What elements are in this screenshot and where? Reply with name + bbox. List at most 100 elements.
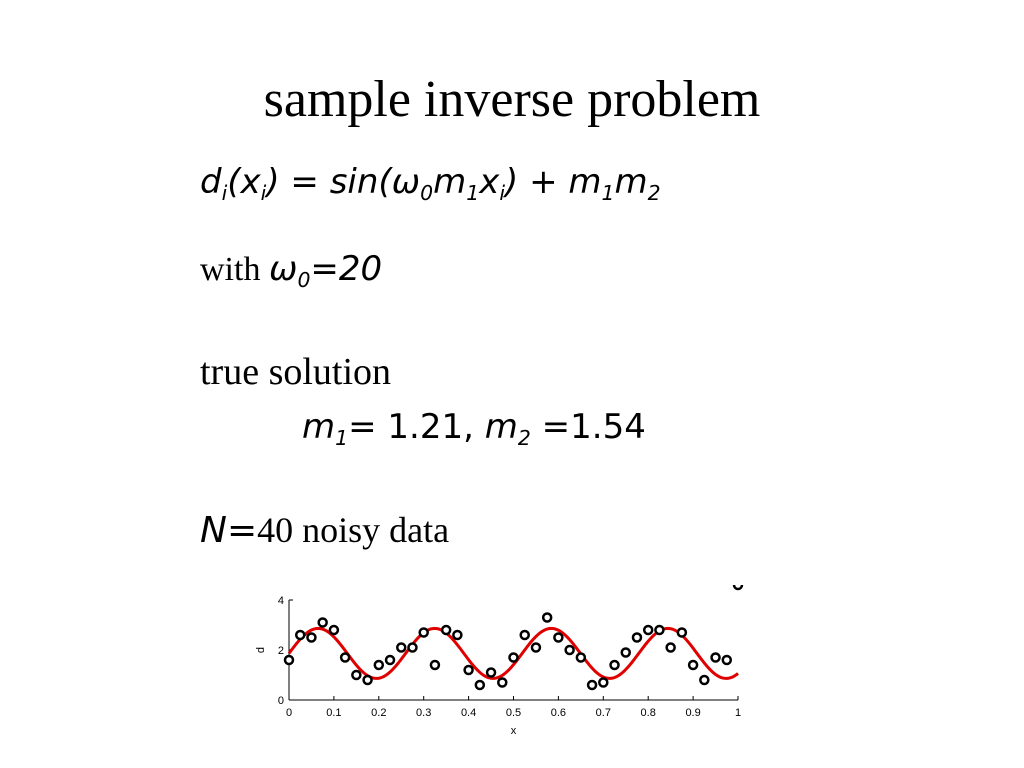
x-tick-label: 0.8 — [641, 707, 656, 719]
data-point — [317, 617, 328, 628]
data-point — [631, 632, 643, 643]
sol-m1-value: 1.21 — [387, 407, 464, 447]
data-point — [654, 624, 665, 636]
data-noisy-label: noisy data — [293, 510, 450, 550]
sol-eq2: = — [530, 407, 571, 447]
eq-sub-i: i — [221, 181, 228, 206]
data-point — [362, 674, 373, 686]
eq-sub-i-2: i — [260, 181, 267, 206]
eq-x: x — [240, 162, 261, 202]
data-point — [553, 632, 564, 643]
eq-open-paren: ( — [227, 162, 241, 202]
data-point — [732, 585, 744, 591]
data-point — [676, 627, 688, 638]
data-point — [339, 652, 351, 663]
data-point — [452, 629, 463, 641]
data-point — [665, 642, 676, 653]
x-tick-label: 0 — [286, 707, 292, 719]
data-point — [474, 679, 486, 691]
plot-points — [283, 585, 744, 691]
x-tick-label: 0.2 — [371, 707, 386, 719]
x-tick-label: 0.4 — [461, 707, 476, 719]
omega-definition: with ω0=20 — [200, 247, 382, 292]
data-eq: = — [226, 510, 258, 551]
data-point — [463, 664, 474, 676]
eq-sin: ) = sin( — [266, 162, 392, 202]
eq-m2: m — [614, 162, 648, 202]
data-point — [721, 654, 733, 666]
sol-eq1: = — [348, 407, 388, 447]
sol-comma: , — [463, 407, 485, 447]
data-point — [418, 627, 429, 638]
x-tick-label: 1 — [735, 707, 741, 719]
data-point — [564, 644, 575, 656]
x-tick-label: 0.9 — [685, 707, 700, 719]
with-value: =20 — [310, 249, 383, 289]
data-point — [294, 629, 306, 641]
x-tick-label: 0.7 — [596, 707, 611, 719]
forward-equation: di(xi) = sin(ω0m1xi) + m1m2 — [200, 160, 661, 205]
sol-m1: m — [302, 407, 336, 447]
data-point — [407, 642, 418, 653]
data-point — [620, 647, 631, 658]
data-plot: 0 0.1 0.2 0.3 0.4 0.5 0.6 0.7 0.8 0.9 1 0 2 4 x d — [255, 585, 744, 737]
sol-sub-1: 1 — [335, 426, 349, 451]
data-count: 40 — [257, 510, 294, 550]
plot-axes: 0 0.1 0.2 0.3 0.4 0.5 0.6 0.7 0.8 0.9 1 0 2 4 x d — [255, 595, 741, 737]
data-point — [508, 652, 519, 663]
data-point — [530, 642, 542, 653]
eq-sub-i-3: i — [499, 181, 506, 206]
data-point — [429, 659, 441, 671]
x-axis-label: x — [511, 725, 517, 737]
sol-m2-value: 1.54 — [570, 407, 646, 447]
eq-d: d — [200, 162, 222, 202]
eq-sub-0: 0 — [420, 181, 434, 206]
data-point — [699, 674, 710, 686]
data-point — [598, 677, 609, 688]
data-point — [384, 654, 396, 666]
sol-m2: m — [484, 407, 518, 447]
data-point — [396, 642, 407, 653]
true-solution-values: m1= 1.21, m2 =1.54 — [302, 405, 646, 450]
data-point — [306, 632, 317, 643]
eq-x-2: x — [479, 162, 500, 202]
y-axis-label: d — [255, 647, 267, 653]
y-tick-label: 2 — [278, 645, 284, 657]
eq-sub-1-2: 1 — [601, 181, 615, 206]
data-point — [575, 652, 587, 663]
data-point — [497, 677, 508, 688]
eq-m1: m — [433, 162, 467, 202]
sol-sub-2: 2 — [517, 426, 531, 451]
x-tick-label: 0.5 — [506, 707, 521, 719]
data-point — [609, 659, 620, 671]
true-solution-label: true solution — [200, 351, 392, 393]
eq-plus: ) + — [505, 162, 569, 202]
data-point — [541, 612, 553, 623]
x-tick-label: 0.6 — [551, 707, 566, 719]
eq-sub-1: 1 — [466, 181, 480, 206]
eq-sub-2: 2 — [647, 181, 661, 206]
data-point — [586, 679, 598, 691]
data-N: N — [200, 510, 227, 551]
data-point — [283, 654, 295, 666]
eq-m1-2: m — [568, 162, 602, 202]
eq-omega: ω — [391, 162, 421, 202]
with-word: with — [200, 251, 269, 288]
x-tick-label: 0.3 — [416, 707, 431, 719]
data-point — [642, 624, 654, 636]
y-tick-label: 0 — [278, 695, 284, 707]
x-tick-label: 0.1 — [326, 707, 341, 719]
with-omega: ω — [268, 249, 298, 289]
data-point — [373, 659, 385, 671]
data-point — [485, 667, 497, 678]
slide-title: sample inverse problem — [263, 71, 761, 128]
data-point — [440, 624, 452, 636]
data-point — [351, 669, 362, 681]
with-sub-0: 0 — [297, 268, 311, 293]
data-point — [710, 652, 721, 663]
y-tick-label: 4 — [278, 595, 284, 607]
data-point — [687, 659, 699, 671]
data-count-line: N=40 noisy data — [200, 508, 449, 553]
data-point — [328, 624, 340, 636]
data-point — [519, 629, 530, 641]
